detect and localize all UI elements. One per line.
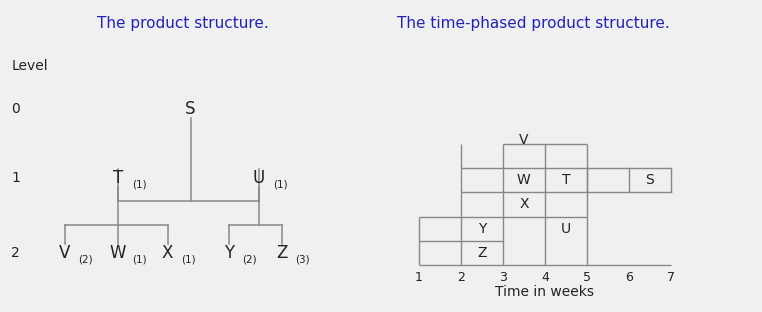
- Text: (1): (1): [181, 255, 196, 265]
- Text: 3: 3: [499, 271, 507, 284]
- Text: 7: 7: [667, 271, 674, 284]
- Text: V: V: [519, 133, 529, 147]
- Text: The product structure.: The product structure.: [97, 16, 269, 31]
- Text: T: T: [113, 169, 123, 187]
- Text: (1): (1): [132, 255, 146, 265]
- Text: W: W: [110, 244, 126, 262]
- Text: Y: Y: [478, 222, 486, 236]
- Text: (1): (1): [132, 180, 146, 190]
- Text: 0: 0: [11, 102, 20, 116]
- Text: S: S: [185, 100, 196, 118]
- Text: (2): (2): [78, 255, 93, 265]
- Text: 2: 2: [457, 271, 465, 284]
- Text: Time in weeks: Time in weeks: [495, 285, 594, 299]
- Text: The time-phased product structure.: The time-phased product structure.: [397, 16, 670, 31]
- Text: V: V: [59, 244, 70, 262]
- Text: Y: Y: [223, 244, 234, 262]
- Text: X: X: [519, 197, 529, 211]
- Text: 1: 1: [415, 271, 423, 284]
- Text: W: W: [517, 173, 531, 187]
- Text: Z: Z: [477, 246, 487, 260]
- Text: 2: 2: [11, 246, 20, 260]
- Text: Z: Z: [277, 244, 287, 262]
- Text: T: T: [562, 173, 570, 187]
- Text: U: U: [561, 222, 571, 236]
- Text: (3): (3): [296, 255, 310, 265]
- Text: 6: 6: [625, 271, 632, 284]
- Text: S: S: [645, 173, 654, 187]
- Text: 5: 5: [583, 271, 591, 284]
- Text: 1: 1: [11, 171, 21, 185]
- Text: (2): (2): [242, 255, 257, 265]
- Text: 4: 4: [541, 271, 549, 284]
- Text: Level: Level: [11, 59, 48, 72]
- Text: U: U: [253, 169, 265, 187]
- Text: X: X: [162, 244, 173, 262]
- Text: (1): (1): [273, 180, 287, 190]
